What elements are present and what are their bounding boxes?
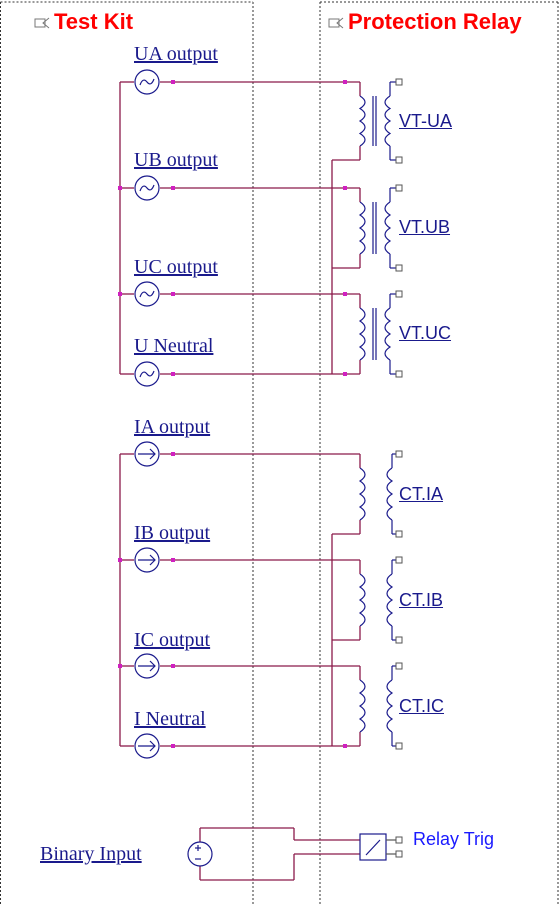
vt-ub-label[interactable]: VT.UB bbox=[399, 217, 451, 237]
test-kit-title: Test Kit bbox=[34, 8, 133, 36]
panel-icon bbox=[328, 17, 344, 29]
ct-ib-label[interactable]: CT.IB bbox=[399, 590, 444, 610]
ac-voltage-source-icon bbox=[134, 361, 160, 387]
i-neutral-label[interactable]: I Neutral bbox=[134, 708, 206, 730]
ua-output-label[interactable]: UA output bbox=[134, 43, 218, 65]
dc-source-icon bbox=[187, 841, 213, 867]
vt-ua-label[interactable]: VT-UA bbox=[399, 111, 453, 131]
vt-uc-label[interactable]: VT.UC bbox=[399, 323, 452, 343]
transformer-icon bbox=[358, 293, 396, 375]
ac-voltage-source-icon bbox=[134, 281, 160, 307]
protection-relay-title: Protection Relay bbox=[328, 8, 522, 36]
ac-voltage-source-icon bbox=[134, 69, 160, 95]
transformer-icon bbox=[358, 665, 396, 747]
test-kit-title-text: Test Kit bbox=[54, 9, 134, 34]
ct-ic-label[interactable]: CT.IC bbox=[399, 696, 444, 716]
ct-ia-label[interactable]: CT.IA bbox=[399, 484, 444, 504]
current-source-icon bbox=[134, 547, 160, 573]
ac-voltage-source-icon bbox=[134, 175, 160, 201]
current-source-icon bbox=[134, 733, 160, 759]
ia-output-label[interactable]: IA output bbox=[134, 416, 211, 438]
current-source-icon bbox=[134, 441, 160, 467]
ib-output-label[interactable]: IB output bbox=[134, 522, 211, 544]
transformer-icon bbox=[358, 187, 396, 269]
terminal-pins bbox=[395, 78, 403, 858]
panel-icon bbox=[34, 17, 50, 29]
transformer-icon bbox=[358, 559, 396, 641]
relay-trig-label[interactable]: Relay Trig bbox=[413, 829, 495, 849]
wires bbox=[119, 81, 361, 881]
uc-output-label[interactable]: UC output bbox=[134, 256, 218, 278]
u-neutral-label[interactable]: U Neutral bbox=[134, 335, 214, 357]
relay-trig-box bbox=[359, 833, 396, 861]
transformer-icon bbox=[358, 453, 396, 535]
wire-nodes bbox=[118, 80, 347, 748]
current-source-icon bbox=[134, 653, 160, 679]
protection-relay-title-text: Protection Relay bbox=[348, 9, 522, 34]
binary-input-label[interactable]: Binary Input bbox=[40, 843, 142, 865]
ic-output-label[interactable]: IC output bbox=[134, 629, 211, 651]
transformer-icon bbox=[358, 81, 396, 161]
ub-output-label[interactable]: UB output bbox=[134, 149, 218, 171]
